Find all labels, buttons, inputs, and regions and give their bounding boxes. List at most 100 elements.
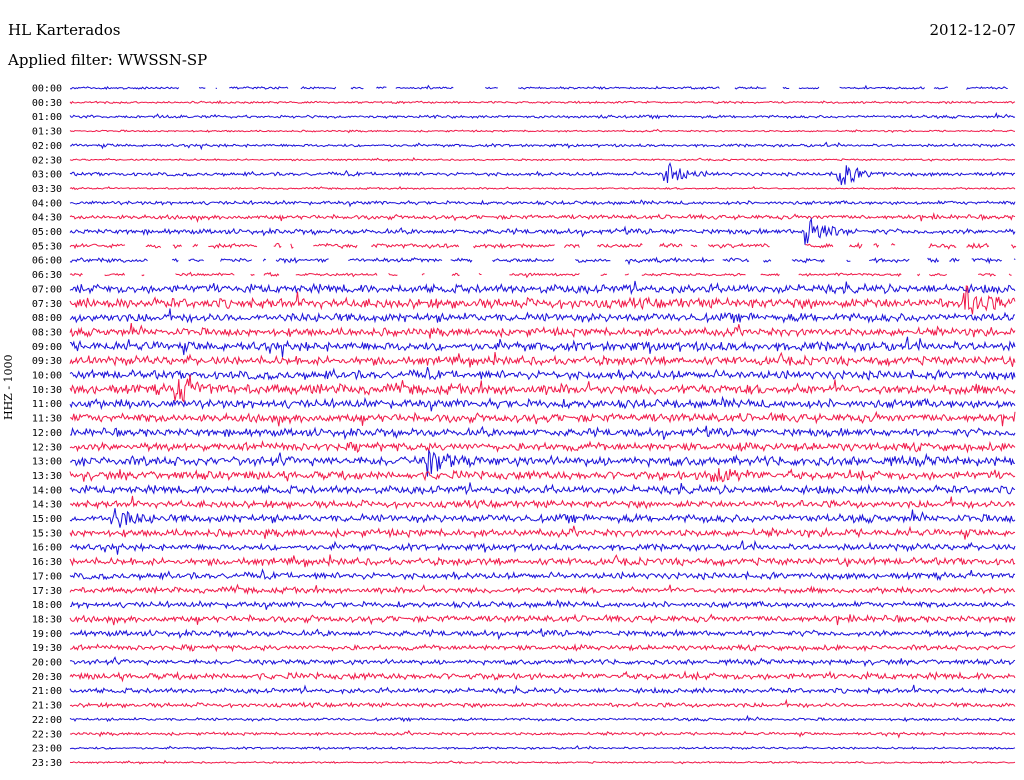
row-time-label: 09:00 <box>32 342 62 353</box>
trace-row <box>69 199 1016 208</box>
trace-row <box>69 157 1016 162</box>
trace-row <box>69 468 1016 483</box>
trace-row <box>69 374 1016 403</box>
row-time-label: 17:00 <box>32 571 62 582</box>
trace-row <box>69 525 1016 540</box>
trace-row <box>69 241 1017 250</box>
trace-row <box>69 280 1016 296</box>
row-time-label: 14:00 <box>32 485 62 496</box>
trace-row <box>69 308 1016 324</box>
trace-row <box>69 698 1016 709</box>
row-time-label: 12:00 <box>32 428 62 439</box>
row-time-label: 00:30 <box>32 98 62 109</box>
row-time-label: 03:00 <box>32 170 62 181</box>
trace-row <box>69 495 1016 510</box>
row-time-label: 05:00 <box>32 227 62 238</box>
trace-row <box>69 285 1016 315</box>
trace-row <box>69 323 1016 339</box>
row-time-label: 19:30 <box>32 643 62 654</box>
filter-label: Applied filter: WWSSN-SP <box>8 51 208 69</box>
trace-row <box>69 440 1016 454</box>
trace-row <box>69 161 1016 186</box>
row-time-label: 09:30 <box>32 356 62 367</box>
row-time-label: 15:00 <box>32 514 62 525</box>
trace-row <box>69 351 1016 368</box>
trace-row <box>69 395 1016 412</box>
row-time-label: 08:30 <box>32 327 62 338</box>
trace-row <box>69 112 1016 120</box>
record-date: 2012-12-07 <box>929 21 1016 39</box>
trace-row <box>69 99 1016 105</box>
trace-row <box>69 217 1016 245</box>
row-time-label: 02:00 <box>32 141 62 152</box>
row-time-label: 17:30 <box>32 586 62 597</box>
trace-row <box>69 745 1016 751</box>
row-time-label: 10:00 <box>32 371 62 382</box>
trace-row <box>69 128 1016 134</box>
row-time-label: 02:30 <box>32 155 62 166</box>
row-time-label: 20:30 <box>32 672 62 683</box>
trace-row <box>69 684 1016 695</box>
row-time-label: 14:30 <box>32 500 62 511</box>
trace-row <box>69 729 1016 739</box>
row-time-label: 06:30 <box>32 270 62 281</box>
trace-row <box>69 508 1016 528</box>
row-time-label: 21:30 <box>32 701 62 712</box>
row-time-label: 18:30 <box>32 614 62 625</box>
row-time-label: 04:00 <box>32 198 62 209</box>
trace-row <box>70 628 1016 641</box>
station-title: HL Karterados <box>8 21 121 39</box>
trace-row <box>69 410 1016 427</box>
trace-row <box>69 539 1016 555</box>
row-time-label: 19:00 <box>32 629 62 640</box>
row-time-label: 07:00 <box>32 284 62 295</box>
trace-row <box>69 554 1016 568</box>
row-time-label: 21:00 <box>32 686 62 697</box>
trace-row <box>69 141 1016 151</box>
trace-row <box>69 568 1016 582</box>
row-time-label: 04:30 <box>32 213 62 224</box>
row-time-label: 20:00 <box>32 658 62 669</box>
row-time-label: 01:00 <box>32 112 62 123</box>
row-time-label: 13:30 <box>32 471 62 482</box>
row-time-label: 12:30 <box>32 442 62 453</box>
trace-row <box>69 450 1016 477</box>
row-time-label: 22:30 <box>32 729 62 740</box>
row-time-label: 06:00 <box>32 256 62 267</box>
row-time-label: 08:00 <box>32 313 62 324</box>
trace-row <box>69 425 1016 441</box>
trace-row <box>69 759 1016 765</box>
trace-row <box>69 185 1016 191</box>
row-time-label: 07:30 <box>32 299 62 310</box>
trace-row <box>69 670 1016 683</box>
trace-row <box>69 84 1008 91</box>
trace-row <box>69 212 1016 224</box>
row-time-label: 15:30 <box>32 528 62 539</box>
row-time-label: 11:00 <box>32 399 62 410</box>
trace-row <box>69 643 1016 653</box>
row-time-label: 10:30 <box>32 385 62 396</box>
trace-row <box>69 656 1016 668</box>
trace-row <box>69 583 1016 595</box>
row-time-label: 03:30 <box>32 184 62 195</box>
trace-row <box>69 336 1016 358</box>
row-time-label: 23:00 <box>32 744 62 755</box>
row-time-label: 18:00 <box>32 600 62 611</box>
row-time-label: 16:30 <box>32 557 62 568</box>
trace-row <box>69 366 1016 381</box>
row-time-label: 00:00 <box>32 84 62 95</box>
trace-row <box>69 714 1016 723</box>
row-time-label: 16:00 <box>32 543 62 554</box>
trace-row <box>70 599 1016 610</box>
row-time-label: 22:00 <box>32 715 62 726</box>
row-time-label: 01:30 <box>32 127 62 138</box>
row-time-label: 05:30 <box>32 241 62 252</box>
trace-row <box>69 482 1016 496</box>
trace-row <box>69 271 1012 279</box>
row-time-label: 23:30 <box>32 758 62 769</box>
row-time-label: 13:00 <box>32 457 62 468</box>
row-time-label: 11:30 <box>32 414 62 425</box>
trace-row <box>69 613 1016 626</box>
trace-row <box>69 256 1016 266</box>
